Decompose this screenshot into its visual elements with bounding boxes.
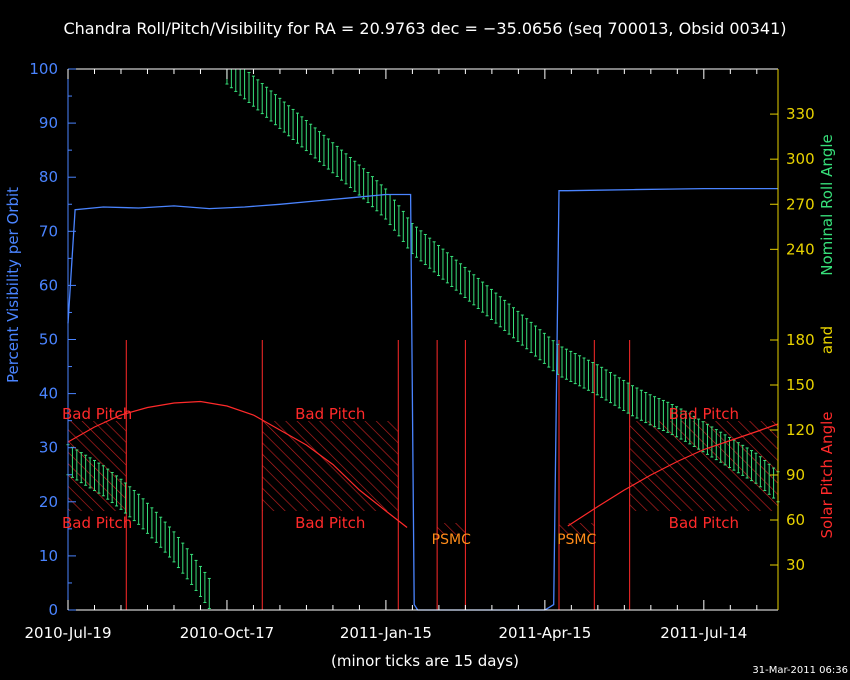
visibility-tick-label: 80 <box>39 168 58 186</box>
visibility-tick-label: 100 <box>29 60 58 78</box>
roll-tick-label: 300 <box>786 150 815 168</box>
x-tick-label: 2010-Oct-17 <box>180 624 274 642</box>
pitch-tick-label: 120 <box>786 421 815 439</box>
pitch-tick-label: 30 <box>786 556 805 574</box>
bad-pitch-region <box>629 421 778 511</box>
psmc-label: PSMC <box>432 532 471 548</box>
timestamp: 31-Mar-2011 06:36 <box>752 665 848 676</box>
x-tick-label: 2011-Jan-15 <box>340 624 432 642</box>
visibility-tick-label: 30 <box>39 439 58 457</box>
visibility-tick-label: 50 <box>39 331 58 349</box>
right-axis-and-label: and <box>818 326 836 354</box>
visibility-tick-label: 20 <box>39 493 58 511</box>
visibility-tick-label: 40 <box>39 385 58 403</box>
visibility-tick-label: 90 <box>39 114 58 132</box>
psmc-region <box>437 523 466 535</box>
series-layer <box>67 187 779 611</box>
bad-pitch-label: Bad Pitch <box>295 514 365 532</box>
bad-pitch-label: Bad Pitch <box>62 405 132 423</box>
right-axis-pitch-label: Solar Pitch Angle <box>818 412 836 539</box>
psmc-label: PSMC <box>557 532 596 548</box>
bad-pitch-label: Bad Pitch <box>295 405 365 423</box>
pitch-tick-label: 180 <box>786 331 815 349</box>
chart-title: Chandra Roll/Pitch/Visibility for RA = 2… <box>63 19 786 38</box>
x-tick-label: 2011-Jul-14 <box>660 624 747 642</box>
roll-tick-label: 270 <box>786 195 815 213</box>
x-axis-label: (minor ticks are 15 days) <box>331 652 519 670</box>
bad-pitch-label: Bad Pitch <box>669 405 739 423</box>
roll-tick-label: 330 <box>786 105 815 123</box>
pitch-line <box>67 400 408 528</box>
pitch-line <box>567 423 779 527</box>
visibility-line <box>67 187 778 611</box>
bad-pitch-region <box>262 421 399 511</box>
axes-layer: 0 10 20 30 40 50 60 70 80 90 100 240 270 300 330 30 60 90… <box>24 60 814 642</box>
x-tick-label: 2010-Jul-19 <box>24 624 111 642</box>
roll-tick-label: 240 <box>786 240 815 258</box>
bad-pitch-label: Bad Pitch <box>669 514 739 532</box>
visibility-tick-label: 60 <box>39 276 58 294</box>
right-axis-roll-label: Nominal Roll Angle <box>818 134 836 276</box>
pitch-tick-label: 150 <box>786 376 815 394</box>
labels-layer: Bad Pitch Bad Pitch Bad Pitch Bad Pitch Bad … <box>62 405 739 548</box>
visibility-tick-label: 0 <box>48 601 58 619</box>
visibility-tick-label: 10 <box>39 547 58 565</box>
bad-pitch-label: Bad Pitch <box>62 514 132 532</box>
pitch-tick-label: 90 <box>786 466 805 484</box>
visibility-tick-label: 70 <box>39 222 58 240</box>
x-tick-label: 2011-Apr-15 <box>498 624 591 642</box>
left-axis-label: Percent Visibility per Orbit <box>4 187 22 383</box>
pitch-tick-label: 60 <box>786 511 805 529</box>
